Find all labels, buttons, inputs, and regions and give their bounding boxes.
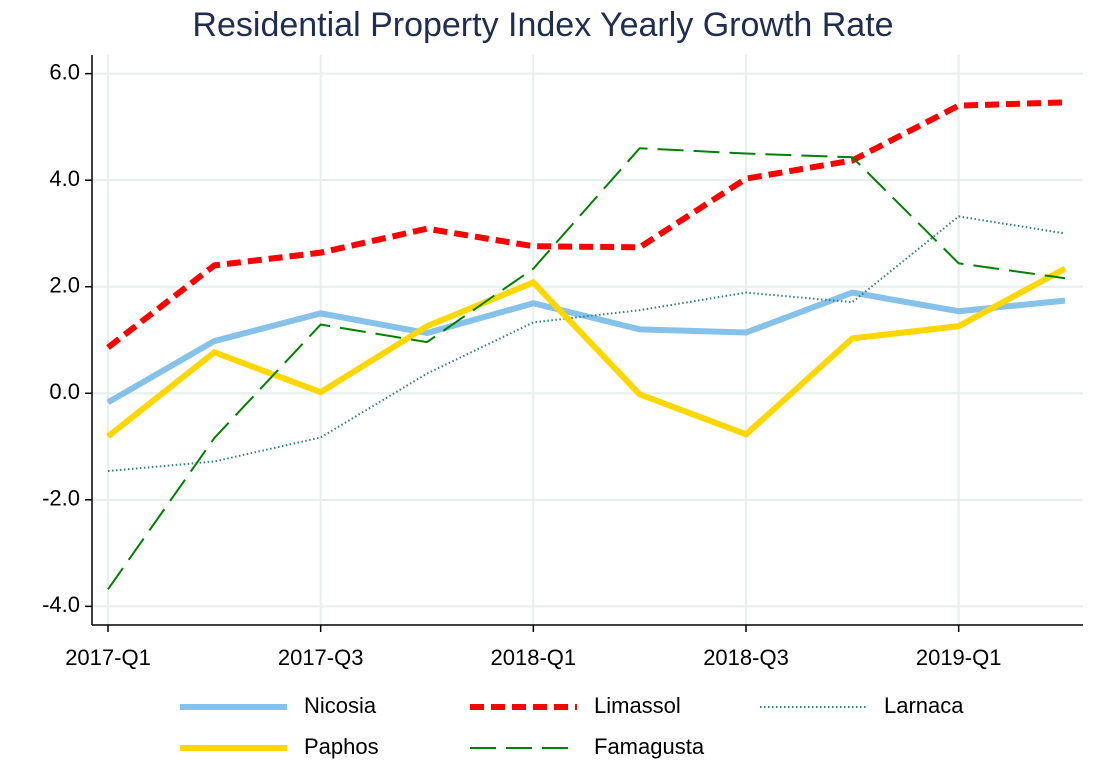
line-series <box>106 99 1066 350</box>
x-tick-label: 2019-Q1 <box>916 645 1002 670</box>
y-tick-label: -4.0 <box>42 592 80 617</box>
x-tick-label: 2018-Q3 <box>703 645 789 670</box>
chart-title: Residential Property Index Yearly Growth… <box>192 6 893 44</box>
x-tick-label: 2018-Q1 <box>491 645 577 670</box>
line-series <box>106 289 1066 405</box>
legend-label: Famagusta <box>594 734 705 759</box>
y-tick-label: -2.0 <box>42 486 80 511</box>
x-tick-label: 2017-Q1 <box>65 645 151 670</box>
line-series <box>106 265 1067 439</box>
legend-label: Nicosia <box>304 693 377 718</box>
y-tick-label: 4.0 <box>49 166 80 191</box>
y-tick-label: 2.0 <box>49 273 80 298</box>
line-series <box>107 147 1066 590</box>
x-tick-label: 2017-Q3 <box>278 645 364 670</box>
y-tick-label: 0.0 <box>49 379 80 404</box>
y-tick-label: 6.0 <box>49 59 80 84</box>
line-series <box>107 215 1066 473</box>
legend-label: Larnaca <box>884 693 964 718</box>
legend-label: Limassol <box>594 693 681 718</box>
legend-label: Paphos <box>304 734 379 759</box>
